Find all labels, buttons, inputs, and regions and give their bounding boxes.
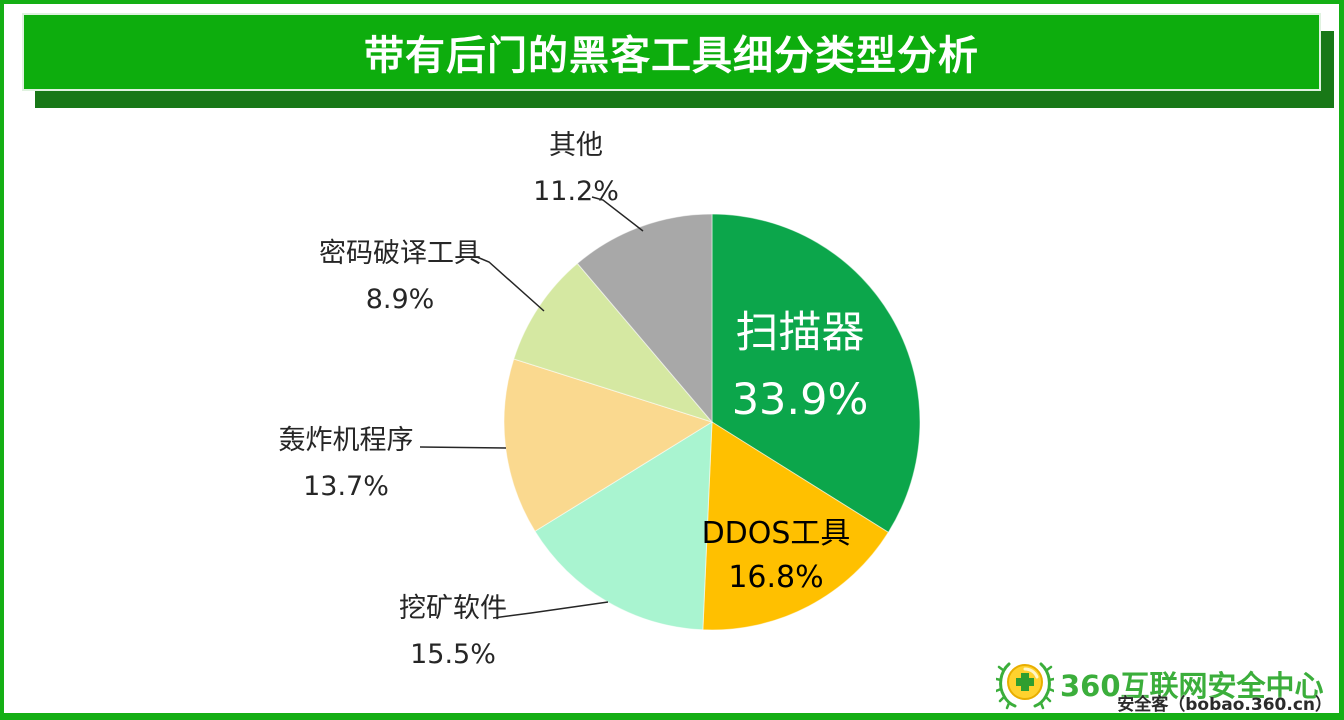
pie-label-scanner: 扫描器 33.9% [732,300,869,434]
leader-line-other [591,196,644,232]
pie-label-mining-value: 15.5% [410,639,496,670]
pie-label-other-name: 其他 [549,130,603,161]
logo-text: 360互联网安全中心 [1060,669,1324,703]
pie-label-mining-name: 挖矿软件 [399,593,507,624]
pie-label-ddos-value: 16.8% [728,560,824,595]
pie-label-scanner-value: 33.9% [731,375,869,425]
pie-slice-1 [702,421,890,631]
pie-slice-0 [711,213,921,534]
pie-label-other: 其他 11.2% [533,123,619,215]
leader-line-mining [492,601,609,619]
pie-slice-2 [534,421,713,631]
pie-label-password-cracker: 密码破译工具 8.9% [319,231,481,323]
pie-label-ddos-name: DDOS工具 [701,516,851,551]
pie-slice-5 [576,213,713,424]
pie-label-bomber: 轰炸机程序 13.7% [279,418,414,510]
pie-label-bomber-name: 轰炸机程序 [278,425,414,456]
leader-line-password [476,256,545,312]
logo-360-security-center: 360互联网安全中心 [996,656,1324,712]
leader-line-bomber [419,446,507,449]
pie-label-mining: 挖矿软件 15.5% [399,586,507,678]
pie-label-bomber-value: 13.7% [303,471,389,502]
pie-label-other-value: 11.2% [533,176,619,207]
360-wreath-icon [996,662,1054,710]
pie-label-password-cracker-value: 8.9% [365,284,435,315]
pie-label-scanner-name: 扫描器 [735,308,865,358]
pie-label-ddos: DDOS工具 16.8% [702,512,851,600]
title-banner: 带有后门的黑客工具细分类型分析 [22,13,1321,91]
watermark-text: 安全客（bobao.360.cn） [1117,695,1332,715]
page-title: 带有后门的黑客工具细分类型分析 [364,33,979,79]
pie-label-password-cracker-name: 密码破译工具 [319,238,481,269]
